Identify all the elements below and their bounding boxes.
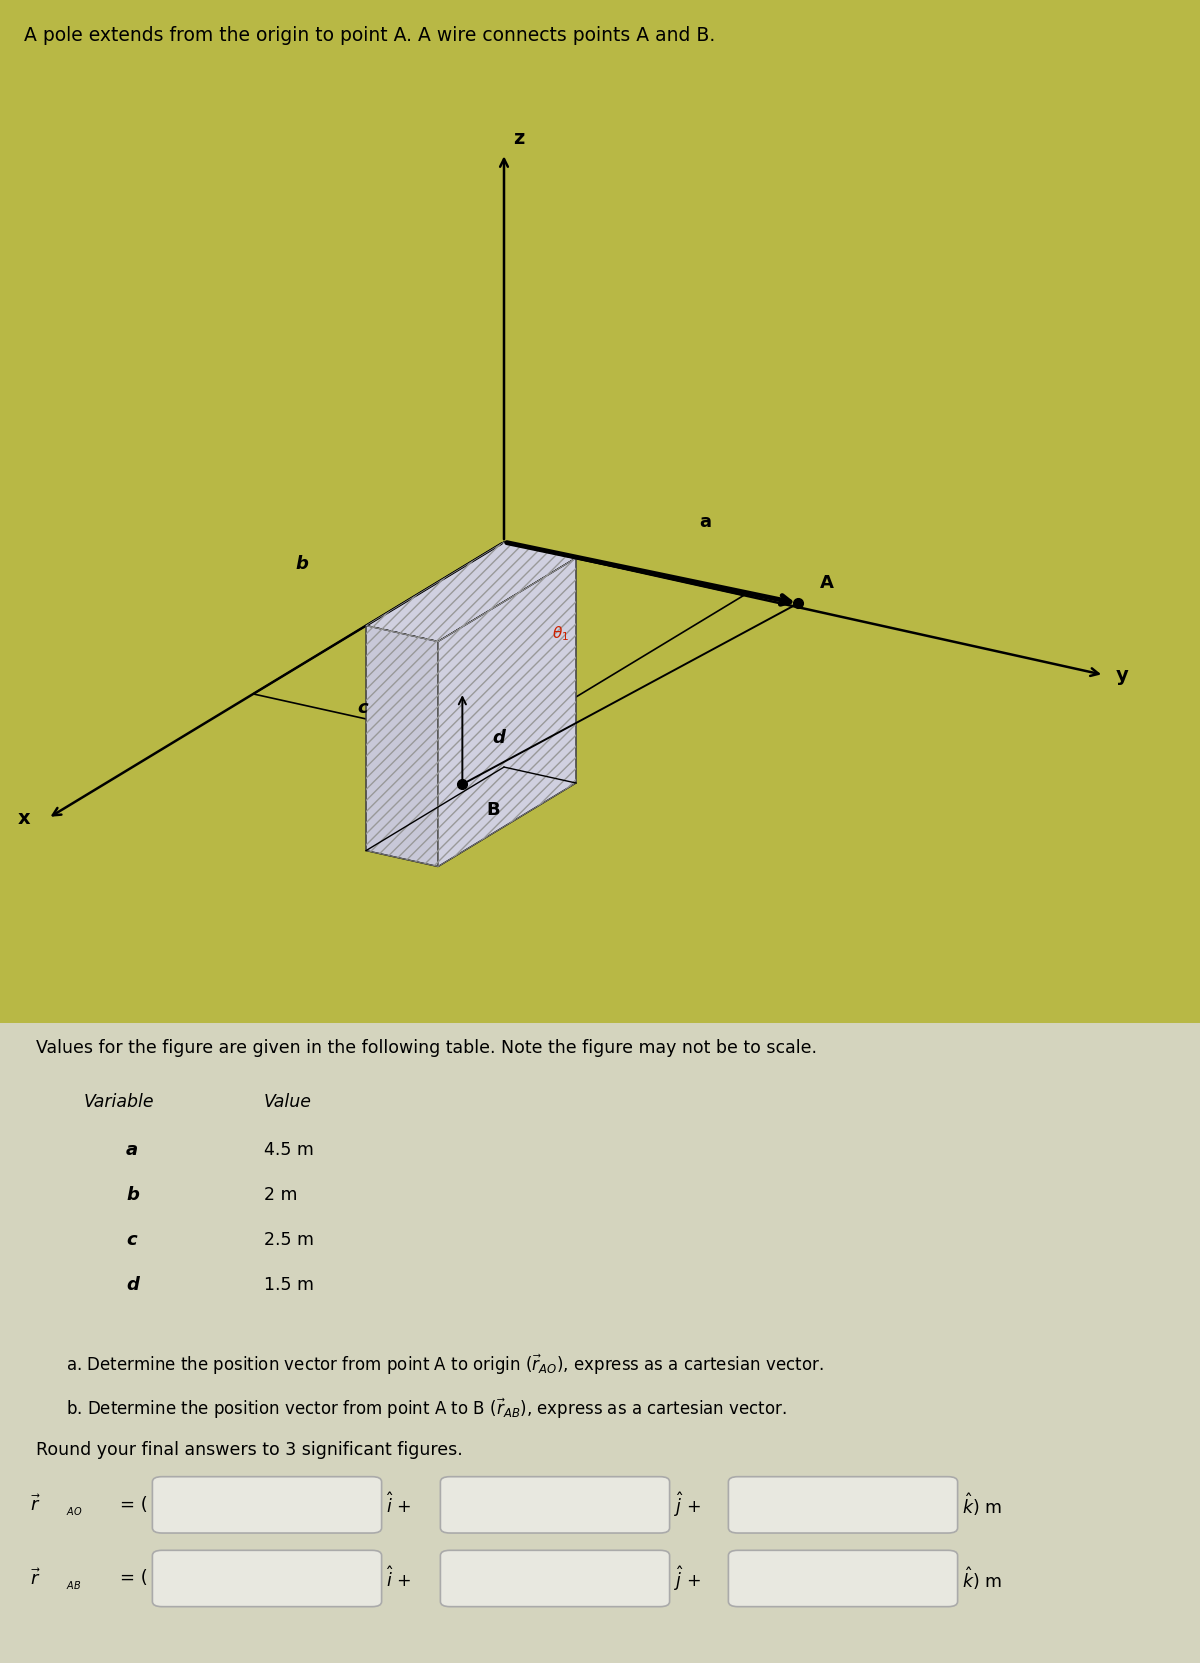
Polygon shape bbox=[438, 559, 576, 866]
Text: A: A bbox=[820, 574, 834, 592]
Text: 1.5 m: 1.5 m bbox=[264, 1276, 314, 1294]
FancyBboxPatch shape bbox=[152, 1550, 382, 1606]
FancyBboxPatch shape bbox=[152, 1477, 382, 1533]
Text: $\hat{j}$ +: $\hat{j}$ + bbox=[674, 1565, 702, 1593]
Text: c: c bbox=[126, 1231, 137, 1249]
Text: 2.5 m: 2.5 m bbox=[264, 1231, 314, 1249]
Text: b. Determine the position vector from point A to B ($\vec{r}_{AB}$), express as : b. Determine the position vector from po… bbox=[66, 1395, 787, 1420]
FancyBboxPatch shape bbox=[728, 1550, 958, 1606]
Text: Value: Value bbox=[264, 1093, 312, 1111]
Text: d: d bbox=[126, 1276, 139, 1294]
Text: $\hat{j}$ +: $\hat{j}$ + bbox=[674, 1490, 702, 1520]
Text: $\vec{r}$: $\vec{r}$ bbox=[30, 1495, 41, 1515]
Text: 4.5 m: 4.5 m bbox=[264, 1141, 314, 1159]
Text: z: z bbox=[514, 130, 524, 148]
Text: $\vec{r}$: $\vec{r}$ bbox=[30, 1568, 41, 1588]
FancyBboxPatch shape bbox=[440, 1477, 670, 1533]
Text: a. Determine the position vector from point A to origin ($\vec{r}_{AO}$), expres: a. Determine the position vector from po… bbox=[66, 1352, 823, 1377]
Text: Values for the figure are given in the following table. Note the figure may not : Values for the figure are given in the f… bbox=[36, 1039, 817, 1056]
FancyBboxPatch shape bbox=[440, 1550, 670, 1606]
Text: b: b bbox=[126, 1186, 139, 1204]
Text: a: a bbox=[126, 1141, 138, 1159]
Text: 2 m: 2 m bbox=[264, 1186, 298, 1204]
Text: $\hat{k}$) m: $\hat{k}$) m bbox=[962, 1492, 1002, 1518]
Text: x: x bbox=[18, 808, 31, 828]
Text: $\theta_1$: $\theta_1$ bbox=[552, 625, 569, 644]
FancyBboxPatch shape bbox=[0, 1023, 1200, 1663]
Text: $\hat{i}$ +: $\hat{i}$ + bbox=[386, 1492, 412, 1517]
Text: B: B bbox=[486, 802, 500, 818]
Text: A pole extends from the origin to point A. A wire connects points A and B.: A pole extends from the origin to point … bbox=[24, 25, 715, 45]
Polygon shape bbox=[366, 625, 438, 866]
Text: $\hat{k}$) m: $\hat{k}$) m bbox=[962, 1565, 1002, 1591]
Text: y: y bbox=[1116, 665, 1129, 685]
Text: c: c bbox=[358, 698, 368, 717]
Text: Variable: Variable bbox=[84, 1093, 155, 1111]
Text: = (: = ( bbox=[120, 1570, 148, 1588]
FancyBboxPatch shape bbox=[728, 1477, 958, 1533]
Text: d: d bbox=[492, 730, 505, 747]
Text: $_{AO}$: $_{AO}$ bbox=[66, 1505, 83, 1518]
Text: = (: = ( bbox=[120, 1495, 148, 1513]
Text: a: a bbox=[698, 512, 710, 530]
Polygon shape bbox=[366, 542, 576, 642]
Text: $_{AB}$: $_{AB}$ bbox=[66, 1578, 82, 1591]
Text: b: b bbox=[295, 555, 308, 574]
Text: $\hat{i}$ +: $\hat{i}$ + bbox=[386, 1567, 412, 1591]
Text: Round your final answers to 3 significant figures.: Round your final answers to 3 significan… bbox=[36, 1440, 463, 1458]
